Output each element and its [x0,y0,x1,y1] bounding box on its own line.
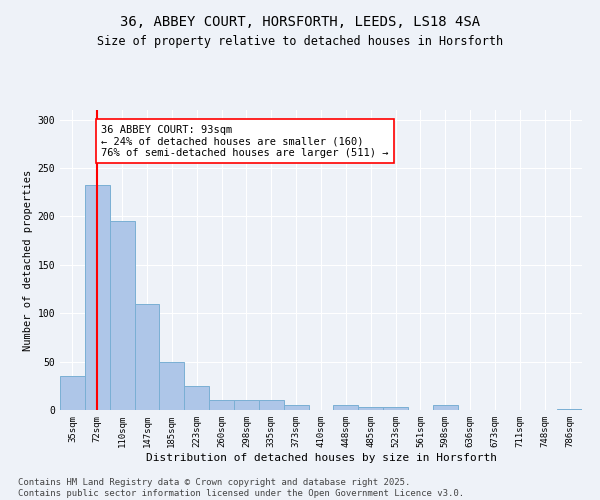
Bar [160,362,184,410]
Bar [284,405,308,410]
Y-axis label: Number of detached properties: Number of detached properties [23,170,34,350]
Bar [433,405,458,410]
Bar [383,407,408,410]
Text: 36 ABBEY COURT: 93sqm
← 24% of detached houses are smaller (160)
76% of semi-det: 36 ABBEY COURT: 93sqm ← 24% of detached … [101,124,389,158]
Bar [110,222,134,410]
Bar [134,304,160,410]
Text: 36, ABBEY COURT, HORSFORTH, LEEDS, LS18 4SA: 36, ABBEY COURT, HORSFORTH, LEEDS, LS18 … [120,15,480,29]
Bar [557,409,582,410]
Bar [358,407,383,410]
Text: Size of property relative to detached houses in Horsforth: Size of property relative to detached ho… [97,35,503,48]
Text: Contains HM Land Registry data © Crown copyright and database right 2025.
Contai: Contains HM Land Registry data © Crown c… [18,478,464,498]
Bar [85,186,110,410]
Bar [234,400,259,410]
Bar [259,400,284,410]
Bar [184,386,209,410]
Bar [60,376,85,410]
Bar [209,400,234,410]
X-axis label: Distribution of detached houses by size in Horsforth: Distribution of detached houses by size … [146,452,497,462]
Bar [334,405,358,410]
